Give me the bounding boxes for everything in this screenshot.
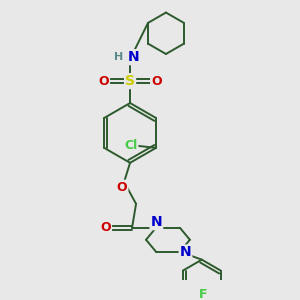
- Text: N: N: [180, 245, 191, 260]
- Text: N: N: [128, 50, 139, 64]
- Text: Cl: Cl: [124, 140, 137, 152]
- Text: F: F: [199, 288, 208, 300]
- Text: H: H: [114, 52, 124, 62]
- Text: O: O: [151, 75, 162, 88]
- Text: N: N: [151, 215, 162, 229]
- Text: O: O: [100, 221, 111, 234]
- Text: O: O: [98, 75, 109, 88]
- Text: S: S: [125, 74, 135, 88]
- Text: O: O: [117, 181, 128, 194]
